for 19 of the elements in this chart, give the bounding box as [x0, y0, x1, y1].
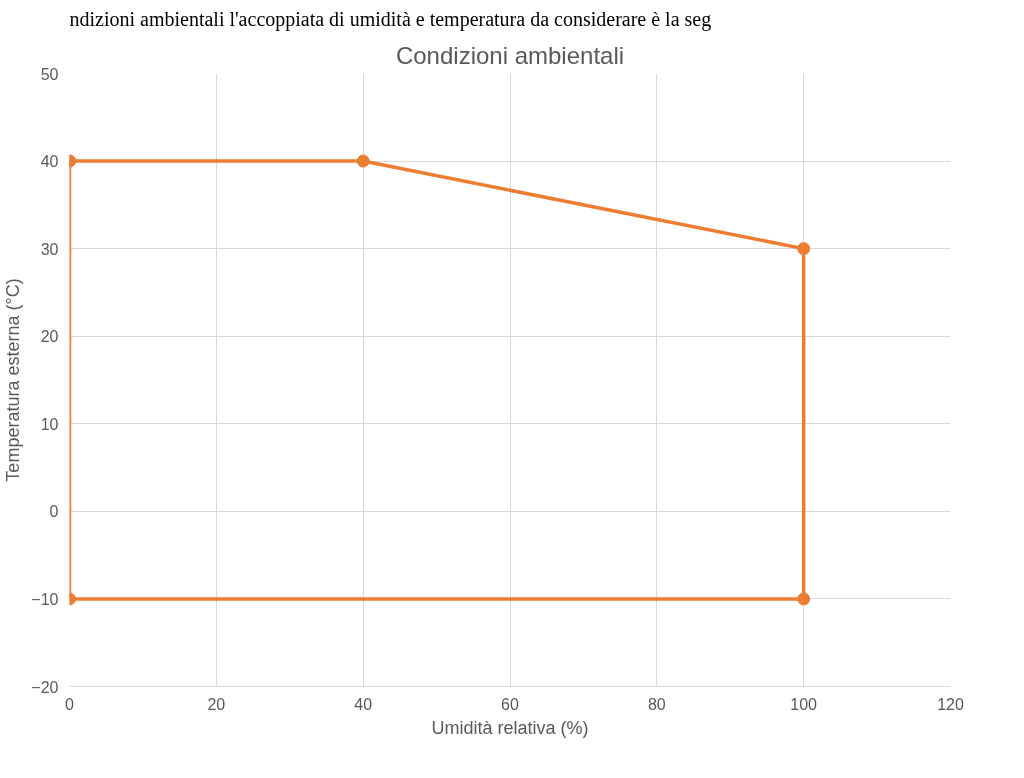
- x-tick-label: 20: [207, 695, 226, 713]
- x-tick-label: 0: [65, 695, 75, 713]
- y-tick-label: 10: [40, 415, 59, 433]
- x-tick-label: 100: [790, 695, 818, 713]
- y-axis-title: Temperatura esterna (°C): [3, 278, 24, 482]
- x-tick-label: 40: [354, 695, 373, 713]
- x-tick-label: 120: [937, 695, 964, 713]
- x-axis-title: Umidità relativa (%): [431, 717, 589, 738]
- y-tick-label: −20: [31, 678, 59, 696]
- y-tick-label: 40: [40, 153, 59, 171]
- y-tick-label: 20: [40, 328, 59, 346]
- x-tick-label: 60: [501, 695, 519, 713]
- x-tick-label: 80: [647, 695, 666, 713]
- y-tick-label: −10: [31, 590, 59, 608]
- y-tick-label: 0: [49, 503, 59, 521]
- y-tick-label: 50: [40, 65, 59, 83]
- y-tick-label: 30: [40, 240, 59, 258]
- text: ndizioni ambientali l'accoppiata di umidità e temperatura da considerare è la seg: [69, 7, 712, 31]
- chart-title: Condizioni ambientali: [395, 41, 625, 69]
